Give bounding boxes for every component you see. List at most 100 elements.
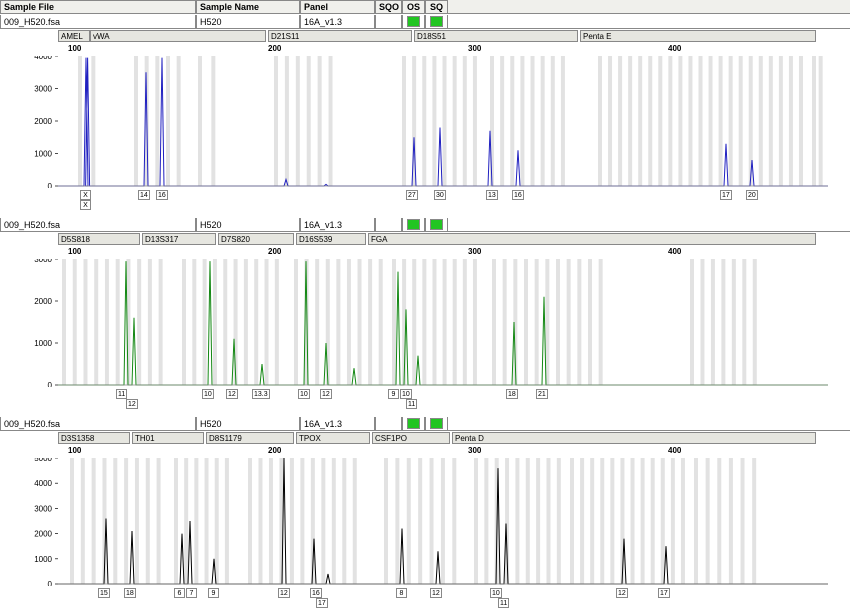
locus-row: D3S1358TH01D8S1179TPOXCSF1POPenta D	[0, 432, 850, 446]
locus-label: D3S1358	[58, 432, 130, 444]
allele-call: 21	[536, 389, 548, 399]
svg-text:0: 0	[48, 381, 53, 387]
allele-call: 14	[138, 190, 150, 200]
svg-text:4000: 4000	[34, 479, 52, 488]
svg-text:2000: 2000	[34, 117, 52, 126]
locus-label: Penta E	[580, 30, 816, 42]
svg-text:3000: 3000	[34, 259, 52, 264]
electropherogram-plot: 010002000300040005000100200300400	[10, 458, 840, 586]
svg-text:5000: 5000	[34, 458, 52, 463]
locus-row: AMELvWAD21S11D18S51Penta E	[0, 30, 850, 44]
svg-text:3000: 3000	[34, 85, 52, 94]
locus-label: D13S317	[142, 233, 216, 245]
status-icon	[407, 219, 420, 230]
col-header-name: Sample Name	[196, 0, 300, 13]
svg-text:2000: 2000	[34, 530, 52, 539]
col-header-os: OS	[402, 0, 425, 13]
allele-call: X	[80, 190, 91, 200]
panel-name: 16A_v1.3	[300, 218, 375, 231]
allele-call: 9	[208, 588, 219, 598]
sq-indicator	[425, 15, 448, 28]
locus-label: D18S51	[414, 30, 578, 42]
allele-call: 7	[186, 588, 197, 598]
panel-name: 16A_v1.3	[300, 15, 375, 28]
locus-label: AMEL	[58, 30, 90, 42]
locus-label: vWA	[90, 30, 266, 42]
locus-label: FGA	[368, 233, 816, 245]
allele-call-row: 1112101213.31012910111821	[10, 389, 840, 411]
sqo-cell	[375, 15, 402, 28]
locus-label: Penta D	[452, 432, 816, 444]
allele-call: 10	[400, 389, 412, 399]
locus-label: D16S539	[296, 233, 366, 245]
locus-label: TH01	[132, 432, 204, 444]
allele-call-row: 151867912161781210111217	[10, 588, 840, 610]
sample-file: 009_H520.fsa	[0, 218, 196, 231]
allele-call: 30	[434, 190, 446, 200]
allele-call: 6	[174, 588, 185, 598]
os-indicator	[402, 218, 425, 231]
allele-call: 12	[126, 399, 138, 409]
allele-call: 18	[124, 588, 136, 598]
sq-indicator	[425, 417, 448, 430]
sq-indicator	[425, 218, 448, 231]
allele-call: 8	[396, 588, 407, 598]
allele-call: 11	[498, 598, 509, 608]
sqo-cell	[375, 417, 402, 430]
allele-call: 16	[156, 190, 168, 200]
col-header-file: Sample File	[0, 0, 196, 13]
electropherogram-plot: 0100020003000100200300400	[10, 259, 840, 387]
locus-row: D5S818D13S317D7S820D16S539FGA	[0, 233, 850, 247]
locus-label: D7S820	[218, 233, 294, 245]
status-icon	[407, 16, 420, 27]
allele-call: 27	[406, 190, 418, 200]
sqo-cell	[375, 218, 402, 231]
allele-call: 12	[616, 588, 628, 598]
allele-call: 18	[506, 389, 518, 399]
sample-data-row: 009_H520.fsaH52016A_v1.3	[0, 417, 850, 431]
sample-name: H520	[196, 417, 300, 430]
allele-call: 16	[310, 588, 322, 598]
allele-call: 10	[202, 389, 214, 399]
panel-name: 16A_v1.3	[300, 417, 375, 430]
status-icon	[430, 219, 443, 230]
sample-data-row: 009_H520.fsaH52016A_v1.3	[0, 15, 850, 29]
svg-text:1000: 1000	[34, 150, 52, 159]
os-indicator	[402, 417, 425, 430]
locus-label: TPOX	[296, 432, 370, 444]
allele-call: 11	[116, 389, 127, 399]
allele-call-row: XX1416273013161720	[10, 190, 840, 212]
col-header-panel: Panel	[300, 0, 375, 13]
sample-name: H520	[196, 15, 300, 28]
svg-text:2000: 2000	[34, 297, 52, 306]
locus-label: D8S1179	[206, 432, 294, 444]
sample-name: H520	[196, 218, 300, 231]
os-indicator	[402, 15, 425, 28]
locus-label: D5S818	[58, 233, 140, 245]
locus-label: CSF1PO	[372, 432, 450, 444]
allele-call: 10	[298, 389, 310, 399]
svg-text:1000: 1000	[34, 555, 52, 564]
locus-label: D21S11	[268, 30, 412, 42]
col-header-sqo: SQO	[375, 0, 402, 13]
sample-file: 009_H520.fsa	[0, 417, 196, 430]
svg-text:3000: 3000	[34, 504, 52, 513]
column-header-row: Sample File Sample Name Panel SQO OS SQ	[0, 0, 850, 14]
allele-call: 15	[98, 588, 110, 598]
status-icon	[407, 418, 420, 429]
svg-text:0: 0	[48, 182, 53, 188]
allele-call: 20	[746, 190, 758, 200]
status-icon	[430, 418, 443, 429]
allele-call: 12	[320, 389, 332, 399]
allele-call: 17	[720, 190, 732, 200]
svg-text:0: 0	[48, 580, 53, 586]
allele-call: 17	[316, 598, 328, 608]
col-header-sq: SQ	[425, 0, 448, 13]
allele-call: 16	[512, 190, 524, 200]
status-icon	[430, 16, 443, 27]
allele-call: 13.3	[252, 389, 270, 399]
svg-text:4000: 4000	[34, 56, 52, 61]
sample-file: 009_H520.fsa	[0, 15, 196, 28]
allele-call: 13	[486, 190, 498, 200]
allele-call: 9	[388, 389, 399, 399]
